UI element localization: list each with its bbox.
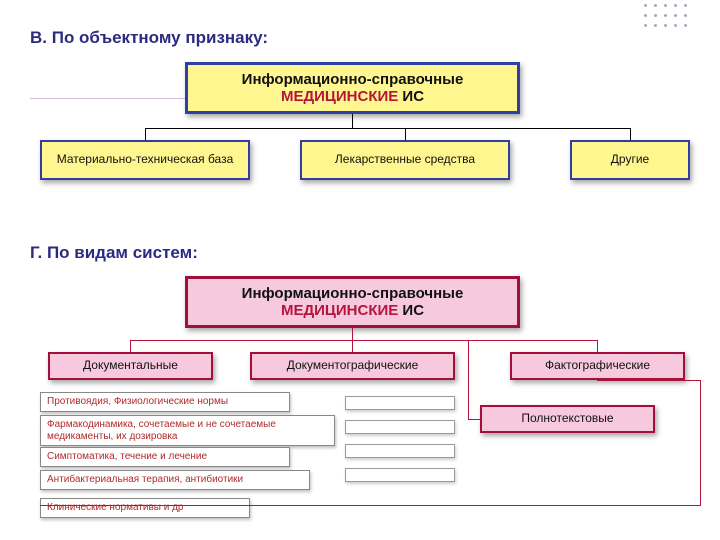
leaf-2: Симптоматика, течение и лечение bbox=[40, 447, 290, 467]
section-b-root-line2: МЕДИЦИНСКИЕ ИС bbox=[281, 88, 424, 105]
stub-box bbox=[345, 420, 455, 434]
section-g-child-0: Документальные bbox=[48, 352, 213, 380]
decoration-dots bbox=[640, 0, 700, 40]
section-g-child-1: Документографические bbox=[250, 352, 455, 380]
section-g-root-line2: МЕДИЦИНСКИЕ ИС bbox=[281, 302, 424, 319]
connector bbox=[130, 340, 131, 352]
heading-g: Г. По видам систем: bbox=[30, 243, 198, 263]
connector bbox=[145, 128, 631, 129]
leaf-4: Клинические нормативы и др bbox=[40, 498, 250, 518]
connector bbox=[352, 340, 353, 352]
section-g-root: Информационно-справочные МЕДИЦИНСКИЕ ИС bbox=[185, 276, 520, 328]
section-g-root-line1: Информационно-справочные bbox=[242, 285, 464, 302]
section-b-root: Информационно-справочные МЕДИЦИНСКИЕ ИС bbox=[185, 62, 520, 114]
diagram-stage: В. По объектному признаку: Г. По видам с… bbox=[0, 0, 720, 540]
section-b-child-2: Другие bbox=[570, 140, 690, 180]
section-b-child-0: Материально-техническая база bbox=[40, 140, 250, 180]
leaf-1: Фармакодинамика, сочетаемые и не сочетае… bbox=[40, 415, 335, 446]
section-b-child-1: Лекарственные средства bbox=[300, 140, 510, 180]
connector bbox=[405, 128, 406, 140]
separator-line bbox=[30, 98, 195, 99]
connector bbox=[468, 340, 469, 420]
connector bbox=[700, 380, 701, 505]
connector bbox=[597, 340, 598, 352]
connector bbox=[130, 340, 598, 341]
section-b-root-line1: Информационно-справочные bbox=[242, 71, 464, 88]
connector bbox=[597, 380, 701, 381]
section-g-child-2: Фактографические bbox=[510, 352, 685, 380]
stub-box bbox=[345, 444, 455, 458]
stub-box bbox=[345, 396, 455, 410]
stub-box bbox=[345, 468, 455, 482]
connector bbox=[468, 419, 480, 420]
leaf-0: Противоядия, Физиологические нормы bbox=[40, 392, 290, 412]
heading-b: В. По объектному признаку: bbox=[30, 28, 268, 48]
connector bbox=[352, 114, 353, 128]
connector bbox=[352, 328, 353, 340]
section-g-fulltext: Полнотекстовые bbox=[480, 405, 655, 433]
connector bbox=[630, 128, 631, 140]
connector bbox=[40, 505, 701, 506]
leaf-3: Антибактериальная терапия, антибиотики bbox=[40, 470, 310, 490]
connector bbox=[145, 128, 146, 140]
